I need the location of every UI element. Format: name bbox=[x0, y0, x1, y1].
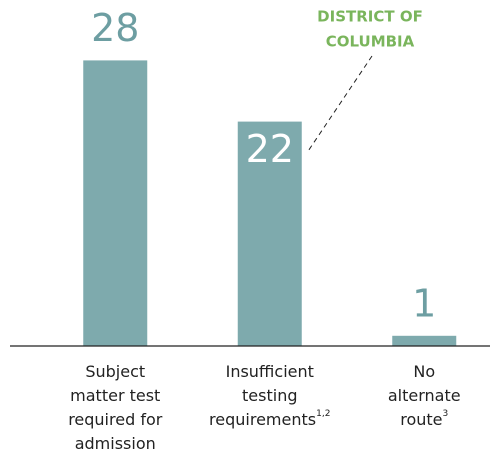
category-line: Subject bbox=[85, 362, 145, 381]
value-label: 1 bbox=[412, 281, 436, 325]
bar bbox=[237, 121, 302, 346]
x-tick-label: testing bbox=[242, 386, 297, 405]
category-line: admission bbox=[75, 434, 156, 453]
x-tick-label: requirements1,2 bbox=[209, 409, 330, 429]
category-line: Insufficient bbox=[226, 362, 314, 381]
category-line: alternate bbox=[388, 386, 461, 405]
value-label: 22 bbox=[246, 127, 294, 171]
bar bbox=[83, 60, 148, 347]
footnote-mark: 1,2 bbox=[316, 409, 330, 419]
x-tick-label: route3 bbox=[400, 409, 448, 429]
bar bbox=[392, 335, 457, 346]
annotation-leader bbox=[307, 55, 373, 152]
x-tick-label: required for bbox=[68, 410, 163, 429]
category-line: matter test bbox=[70, 386, 160, 405]
category-line: required for bbox=[68, 410, 163, 429]
category-line: route bbox=[400, 410, 442, 429]
annotation: DISTRICT OF bbox=[317, 8, 423, 26]
x-tick-label: alternate bbox=[388, 386, 461, 405]
x-tick-label: Insufficient bbox=[226, 362, 314, 381]
category-line: testing bbox=[242, 386, 297, 405]
category-line: No bbox=[413, 362, 435, 381]
x-tick-label: Subject bbox=[85, 362, 145, 381]
annotation: COLUMBIA bbox=[326, 33, 415, 51]
category-line: requirements bbox=[209, 410, 316, 429]
footnote-mark: 3 bbox=[443, 409, 449, 419]
x-tick-label: No bbox=[413, 362, 435, 381]
x-tick-label: matter test bbox=[70, 386, 160, 405]
value-label: 28 bbox=[91, 6, 139, 50]
x-tick-label: admission bbox=[75, 434, 156, 453]
